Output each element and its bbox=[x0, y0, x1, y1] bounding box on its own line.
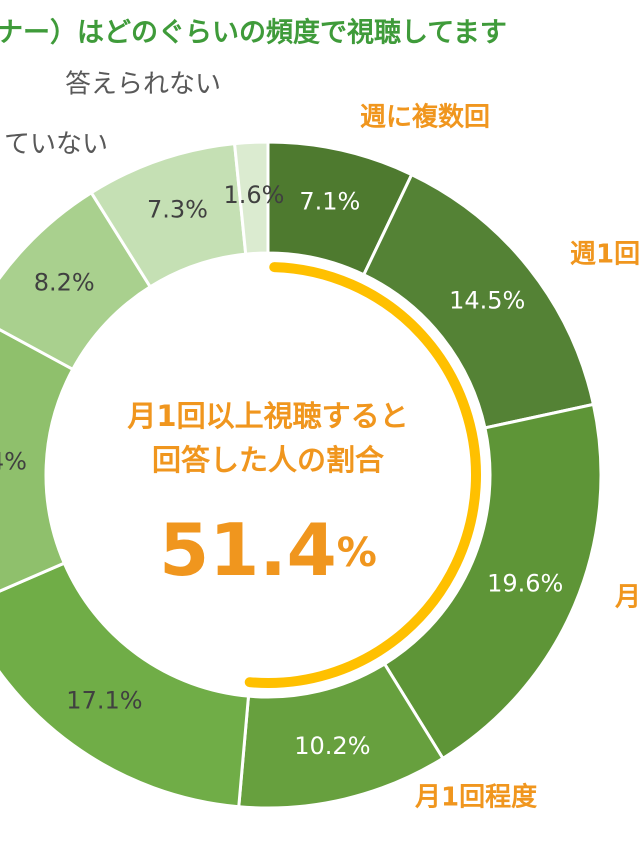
value-label: 17.1% bbox=[66, 687, 142, 715]
donut-segment bbox=[0, 328, 75, 593]
center-text: 回答した人の割合 bbox=[152, 443, 384, 477]
value-label: 8.2% bbox=[34, 269, 95, 297]
center-number: 51.4 bbox=[159, 508, 337, 592]
chart-title: ナー）はどのぐらいの頻度で視聴してます bbox=[0, 17, 507, 49]
category-label: 月 bbox=[614, 583, 640, 613]
donut-segment bbox=[232, 140, 270, 256]
value-label: 7.1% bbox=[299, 187, 360, 215]
center-value: 51.4% bbox=[159, 508, 377, 592]
value-label: 14.4% bbox=[0, 448, 27, 476]
value-label: 14.5% bbox=[449, 287, 525, 315]
category-label: 月1回程度 bbox=[414, 782, 537, 813]
center-unit: % bbox=[337, 530, 377, 576]
highlight-arc bbox=[244, 262, 482, 688]
category-label: 週1回 bbox=[570, 240, 640, 270]
category-label: 週に複数回 bbox=[360, 102, 490, 133]
category-label: ていない bbox=[4, 130, 108, 160]
value-label: 1.6% bbox=[223, 181, 284, 209]
donut-segment bbox=[0, 561, 251, 809]
value-label: 10.2% bbox=[294, 732, 370, 760]
value-label: 19.6% bbox=[487, 569, 563, 597]
category-label: 答えられない bbox=[65, 70, 221, 100]
center-text: 月1回以上視聴すると bbox=[126, 399, 408, 433]
value-label: 7.3% bbox=[147, 196, 208, 224]
